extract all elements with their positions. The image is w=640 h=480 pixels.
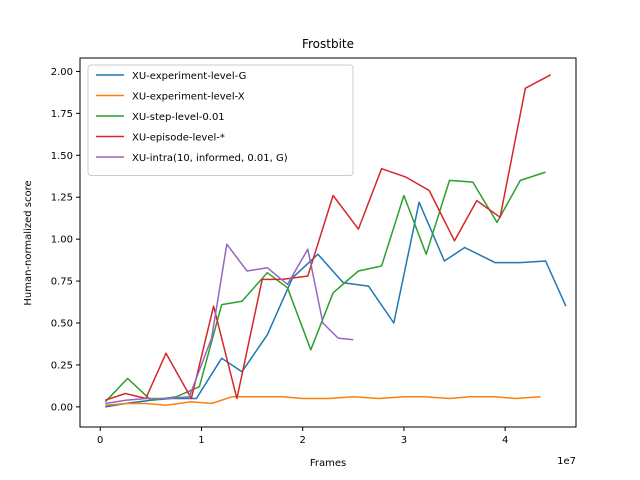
series-line-2 xyxy=(105,396,541,406)
legend-label: XU-step-level-0.01 xyxy=(132,112,225,123)
x-tick-label: 0 xyxy=(97,435,103,446)
legend: XU-experiment-level-G XU-experiment-level… xyxy=(87,64,354,176)
y-tick-label: 0.50 xyxy=(51,319,73,330)
y-axis-label: Human-normalized score xyxy=(23,180,34,305)
y-tick-label: 0.00 xyxy=(51,402,73,413)
legend-box xyxy=(87,64,354,176)
y-tick-label: 0.25 xyxy=(51,360,73,371)
legend-label: XU-experiment-level-G xyxy=(132,71,246,82)
x-tick-label: 4 xyxy=(502,435,508,446)
series-line-4 xyxy=(105,74,552,401)
plot-area xyxy=(104,74,567,408)
y-tick-label: 1.25 xyxy=(51,193,73,204)
legend-label: XU-intra(10, informed, 0.01, G) xyxy=(132,153,288,164)
x-tick-label: 3 xyxy=(401,435,407,446)
y-tick-label: 2.00 xyxy=(51,67,73,78)
series-line-5 xyxy=(105,243,354,405)
y-tick-label: 1.75 xyxy=(51,109,73,120)
x-tick-label: 2 xyxy=(300,435,306,446)
x-axis-label: Frames xyxy=(310,458,346,469)
legend-label: XU-episode-level-* xyxy=(132,133,225,144)
legend-label: XU-experiment-level-X xyxy=(132,92,245,103)
x-axis: 0 1 2 3 4 xyxy=(97,427,508,446)
y-tick-label: 0.75 xyxy=(51,277,73,288)
y-tick-label: 1.50 xyxy=(51,151,73,162)
x-tick-label: 1 xyxy=(198,435,204,446)
y-axis: 0.00 0.25 0.50 0.75 1.00 1.25 1.50 1.75 2.00 xyxy=(51,67,80,413)
chart-title: Frostbite xyxy=(302,37,354,51)
plot-frame xyxy=(79,57,577,428)
x-offset-label: 1e7 xyxy=(557,456,576,467)
y-tick-label: 1.00 xyxy=(51,235,73,246)
